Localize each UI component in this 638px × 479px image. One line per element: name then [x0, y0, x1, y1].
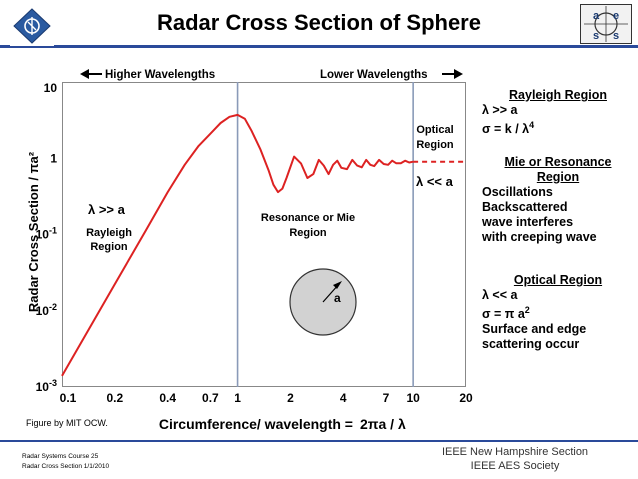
footer-org-line: IEEE New Hampshire Section: [441, 446, 589, 458]
y-tick-label: 10: [44, 81, 58, 95]
lambda-ll-a-label: λ << a: [416, 174, 454, 189]
x-axis-formula: 2πa / λ: [360, 416, 406, 432]
x-tick-label: 7: [383, 391, 390, 405]
bottom-divider: [0, 440, 638, 442]
rayleigh-region-label: Rayleigh: [86, 227, 132, 239]
aes-logo-letter: a: [593, 10, 600, 22]
aes-logo-letter: e: [613, 10, 619, 22]
mie-info: Mie or Resonance Region Oscillations Bac…: [482, 155, 634, 245]
x-tick-label: 0.7: [202, 391, 219, 405]
figure-credit: Figure by MIT OCW.: [26, 418, 108, 428]
page-title: Radar Cross Section of Sphere: [157, 10, 481, 35]
mie-info-line: wave interferes: [482, 215, 574, 229]
optical-info-line: scattering occur: [482, 337, 580, 352]
lower-wavelength-arrow: [442, 69, 463, 79]
sphere-radius-label: a: [334, 291, 341, 305]
rayleigh-info: Rayleigh Region λ >> a σ = k / λ4: [482, 88, 634, 137]
sphere-diagram: [289, 268, 357, 336]
x-axis-label: Circumference/ wavelength =: [159, 416, 353, 432]
resonance-region-label: Resonance or Mie: [261, 212, 355, 224]
mie-info-line: Oscillations: [482, 185, 553, 199]
x-tick-label: 4: [340, 391, 347, 405]
optical-info-line: Surface and edge: [482, 322, 587, 337]
resonance-region-label-2: Region: [289, 227, 327, 239]
ieee-logo-icon: [10, 6, 54, 46]
x-tick-label: 0.4: [159, 391, 176, 405]
higher-wavelengths-label: Higher Wavelengths: [105, 69, 215, 81]
rayleigh-info-header: Rayleigh Region: [509, 88, 607, 102]
footer-org: IEEE New Hampshire Section IEEE AES Soci…: [400, 445, 630, 473]
y-tick-label: 10-1: [36, 226, 57, 242]
footer-topic: Radar Cross Section 1/1/2010: [22, 463, 110, 470]
mie-info-header-2: Region: [536, 170, 580, 184]
mie-info-line: with creeping wave: [482, 230, 597, 244]
lower-wavelengths-label: Lower Wavelengths: [320, 69, 428, 81]
x-tick-label: 0.2: [107, 391, 124, 405]
y-tick-label: 1: [50, 151, 57, 165]
rayleigh-info-formula: σ = k / λ4: [482, 120, 535, 137]
aes-logo-icon: a e s s: [580, 4, 632, 44]
rayleigh-info-line: λ >> a: [482, 103, 518, 117]
mie-info-header: Mie or Resonance: [504, 155, 612, 169]
footer-org-line-2: IEEE AES Society: [470, 460, 560, 472]
higher-wavelength-arrow: [80, 69, 102, 79]
y-axis-label: Radar Cross Section / πa²: [26, 151, 41, 312]
mie-info-line: Backscattered: [482, 200, 568, 214]
rcs-curve: [61, 113, 414, 377]
x-tick-label: 20: [459, 391, 473, 405]
aes-logo-letter: s: [593, 30, 599, 42]
x-tick-label: 1: [234, 391, 241, 405]
optical-info-formula: σ = π a2: [482, 305, 530, 322]
optical-region-label: Optical: [416, 124, 453, 136]
optical-info-header: Optical Region: [513, 273, 603, 287]
optical-info: Optical Region λ << a σ = π a2 Surface a…: [482, 273, 634, 352]
aes-logo-letter: s: [613, 30, 619, 42]
footer-course: Radar Systems Course 25: [22, 453, 99, 460]
top-divider: [0, 45, 638, 48]
y-tick-label: 10-3: [36, 378, 57, 394]
y-tick-label: 10-2: [36, 302, 57, 318]
optical-region-label-2: Region: [416, 139, 454, 151]
optical-info-line: λ << a: [482, 288, 518, 302]
plot-area: [62, 82, 466, 387]
rayleigh-region-label-2: Region: [90, 241, 128, 253]
x-tick-label: 2: [287, 391, 294, 405]
lambda-gg-a-label: λ >> a: [88, 202, 126, 217]
x-tick-label: 0.1: [60, 391, 77, 405]
x-tick-label: 10: [406, 391, 420, 405]
